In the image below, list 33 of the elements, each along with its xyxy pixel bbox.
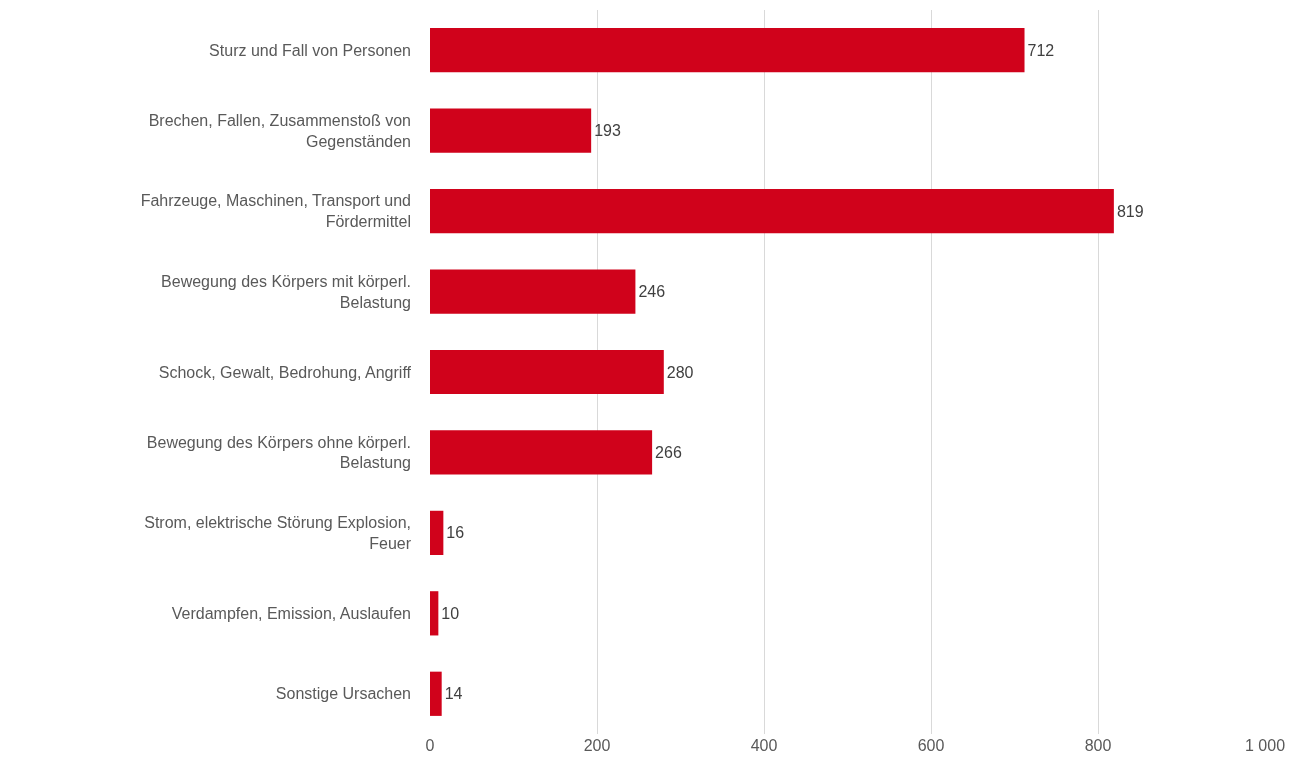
bar	[430, 28, 1025, 73]
data-label: 266	[655, 443, 682, 461]
x-tick-label: 200	[583, 737, 611, 754]
data-label: 16	[446, 524, 465, 542]
bar	[430, 591, 439, 636]
bar	[430, 188, 1114, 234]
bar	[430, 430, 653, 475]
y-tick-label: Verdampfen, Emission, Auslaufen	[171, 604, 411, 622]
bar	[430, 510, 444, 556]
y-tick-label: Sonstige Ursachen	[275, 685, 411, 703]
x-tick-label: 800	[1084, 737, 1112, 754]
x-tick-label: 0	[425, 737, 435, 754]
y-tick-label: Fahrzeuge, Maschinen, Transport und Fördermittel	[140, 192, 411, 231]
y-tick-label: Sturz und Fall von Personen	[209, 41, 411, 59]
data-label: 193	[594, 122, 621, 140]
data-label: 14	[444, 685, 463, 703]
data-label: 819	[1116, 202, 1144, 220]
bar	[430, 671, 442, 716]
bar	[430, 349, 664, 395]
y-tick-label: Bewegung des Körpers ohne körperl. Belastung	[146, 433, 411, 472]
data-label: 10	[441, 604, 460, 622]
data-label: 280	[666, 363, 694, 381]
x-tick-label: 600	[917, 737, 945, 754]
y-tick-label: Strom, elektrische Störung Explosion, Feuer	[144, 514, 412, 552]
y-tick-label: Bewegung des Körpers mit körperl. Belastung	[161, 272, 411, 311]
y-tick-label: Brechen, Fallen, Zusammenstoß von Gegenständen	[148, 111, 411, 150]
bar	[430, 108, 592, 153]
x-tick-label: 1 000	[1244, 737, 1286, 754]
data-label: 712	[1027, 41, 1055, 59]
bar	[430, 269, 636, 314]
y-tick-label: Schock, Gewalt, Bedrohung, Angriff	[158, 363, 412, 381]
x-tick-label: 400	[750, 737, 778, 754]
data-label: 246	[638, 283, 666, 301]
